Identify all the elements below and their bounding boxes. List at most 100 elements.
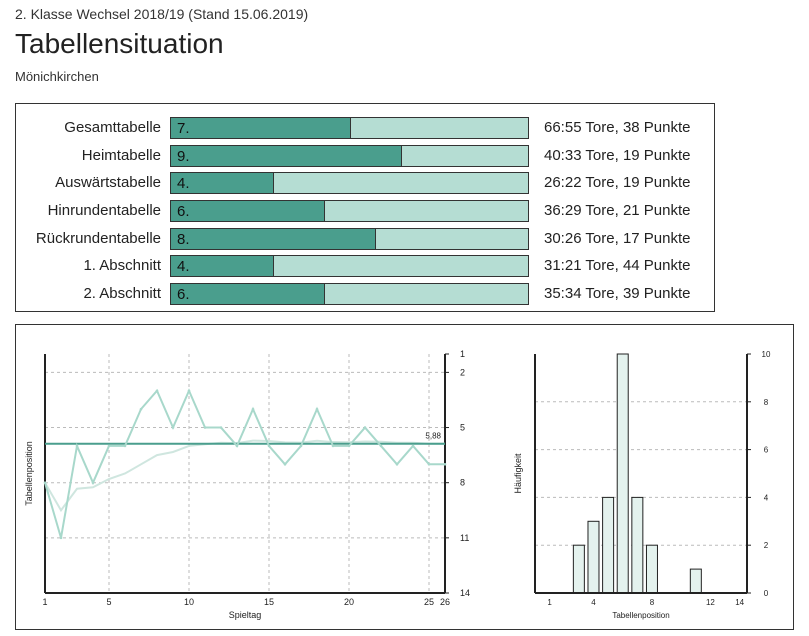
position-value: 6. — [177, 203, 190, 220]
position-bar-fill — [171, 118, 351, 138]
position-bar: 6. — [170, 200, 529, 222]
line-chart-point — [235, 444, 239, 448]
histogram-x-tick-label: 4 — [591, 598, 596, 607]
team-name: Mönichkirchen — [15, 69, 99, 84]
line-chart-y-tick-label: 11 — [460, 533, 469, 543]
table-label: Hinrundentabelle — [47, 202, 161, 219]
line-chart-point — [219, 426, 223, 429]
position-bar: 6. — [170, 283, 529, 305]
table-label: 2. Abschnitt — [83, 285, 161, 302]
histogram-bar — [689, 568, 702, 594]
line-chart-point — [203, 426, 207, 429]
position-bar-fill — [171, 146, 402, 166]
line-chart-point — [331, 444, 335, 448]
histogram-y-tick-label: 4 — [764, 493, 769, 502]
line-chart-x-tick-label: 1 — [42, 597, 47, 607]
line-chart-x-tick-label: 10 — [184, 597, 194, 607]
table-situation-panel: Gesamttabelle 7. 66:55 Tore, 38 Punkte H… — [15, 103, 715, 312]
line-chart-point — [91, 481, 95, 484]
line-chart-point — [123, 444, 127, 448]
histogram-x-tick-label: 1 — [547, 598, 552, 607]
table-summary: 36:29 Tore, 21 Punkte — [544, 202, 691, 219]
line-chart-point — [75, 444, 79, 448]
table-row-5: 1. Abschnitt 4. 31:21 Tore, 44 Punkte — [16, 255, 716, 279]
histogram-x-tick-label: 12 — [706, 598, 715, 607]
line-chart-point — [43, 481, 47, 484]
position-bar: 8. — [170, 228, 529, 250]
table-summary: 26:22 Tore, 19 Punkte — [544, 174, 691, 191]
line-chart-point — [171, 426, 175, 429]
line-chart-point — [299, 444, 303, 448]
table-row-1: Heimtabelle 9. 40:33 Tore, 19 Punkte — [16, 145, 716, 169]
table-row-3: Hinrundentabelle 6. 36:29 Tore, 21 Punkt… — [16, 200, 716, 224]
position-bar: 4. — [170, 255, 529, 277]
line-chart-x-tick-label: 5 — [106, 597, 111, 607]
position-bar-fill — [171, 229, 376, 249]
line-chart-y-tick-label: 5 — [460, 423, 465, 433]
position-bar-fill — [171, 201, 325, 221]
table-row-0: Gesamttabelle 7. 66:55 Tore, 38 Punkte — [16, 117, 716, 141]
table-summary: 35:34 Tore, 39 Punkte — [544, 285, 691, 302]
histogram-y-tick-label: 8 — [764, 398, 769, 407]
line-chart-mean-label: 5,88 — [425, 432, 441, 441]
table-summary: 30:26 Tore, 17 Punkte — [544, 230, 691, 247]
table-row-4: Rückrundentabelle 8. 30:26 Tore, 17 Punk… — [16, 228, 716, 252]
line-chart-position-series — [44, 388, 445, 539]
histogram-y-tick-label: 10 — [762, 350, 771, 359]
histogram-x-tick-label: 8 — [650, 598, 655, 607]
histogram-y-tick-label: 2 — [764, 541, 769, 550]
line-chart-point — [427, 463, 431, 466]
line-chart-point — [251, 407, 255, 411]
line-chart-point — [59, 536, 63, 540]
line-chart-x-tick-label: 26 — [440, 597, 450, 607]
line-chart-point — [267, 444, 271, 448]
table-label: Rückrundentabelle — [35, 230, 161, 247]
position-bar: 9. — [170, 145, 529, 167]
line-chart-x-tick-label: 20 — [344, 597, 354, 607]
histogram-y-tick-label: 0 — [764, 589, 769, 598]
histogram-bar — [616, 353, 629, 594]
table-row-2: Auswärtstabelle 4. 26:22 Tore, 19 Punkte — [16, 172, 716, 196]
position-value: 8. — [177, 231, 190, 248]
table-row-6: 2. Abschnitt 6. 35:34 Tore, 39 Punkte — [16, 283, 716, 307]
line-chart-point — [155, 389, 159, 393]
page-title: Tabellensituation — [15, 28, 224, 59]
line-chart-point — [139, 407, 143, 411]
line-chart-point — [347, 444, 351, 448]
table-summary: 66:55 Tore, 38 Punkte — [544, 119, 691, 136]
line-chart-point — [379, 444, 383, 448]
line-chart-y-tick-label: 2 — [460, 367, 465, 377]
histogram-y-axis-label: Häufigkeit — [513, 453, 523, 494]
position-bar-fill — [171, 284, 325, 304]
histogram-x-axis-label: Tabellenposition — [612, 611, 669, 620]
histogram-bar — [587, 520, 600, 594]
line-chart-point — [443, 463, 447, 466]
line-chart-x-tick-label: 25 — [424, 597, 434, 607]
table-label: 1. Abschnitt — [83, 257, 161, 274]
line-chart-x-tick-label: 15 — [264, 597, 274, 607]
line-chart-y-tick-label: 1 — [460, 349, 465, 359]
line-chart-y-axis-label: Tabellenposition — [24, 441, 34, 506]
position-value: 4. — [177, 258, 190, 275]
position-value: 4. — [177, 175, 190, 192]
line-chart-point — [363, 426, 367, 429]
position-bar: 4. — [170, 172, 529, 194]
histogram-bar — [602, 496, 615, 594]
table-label: Auswärtstabelle — [55, 174, 161, 191]
histogram-x-tick-label: 14 — [735, 598, 744, 607]
line-chart-point — [395, 463, 399, 466]
table-label: Heimtabelle — [81, 147, 161, 164]
position-value: 6. — [177, 286, 190, 303]
table-summary: 40:33 Tore, 19 Punkte — [544, 147, 691, 164]
table-label: Gesamttabelle — [64, 119, 161, 136]
histogram-bar — [631, 496, 644, 594]
histogram-bar — [572, 544, 585, 594]
position-bar-fill — [171, 256, 274, 276]
line-chart-point — [283, 463, 287, 466]
line-chart-point — [315, 407, 319, 411]
line-chart-y-tick-label: 8 — [460, 478, 465, 488]
line-chart-point — [411, 444, 415, 448]
charts-panel: 1 2 5 8 11 14 1 5 10 15 20 25 26 Spieltag Tabellenposi… — [15, 324, 794, 630]
position-value: 7. — [177, 120, 190, 137]
